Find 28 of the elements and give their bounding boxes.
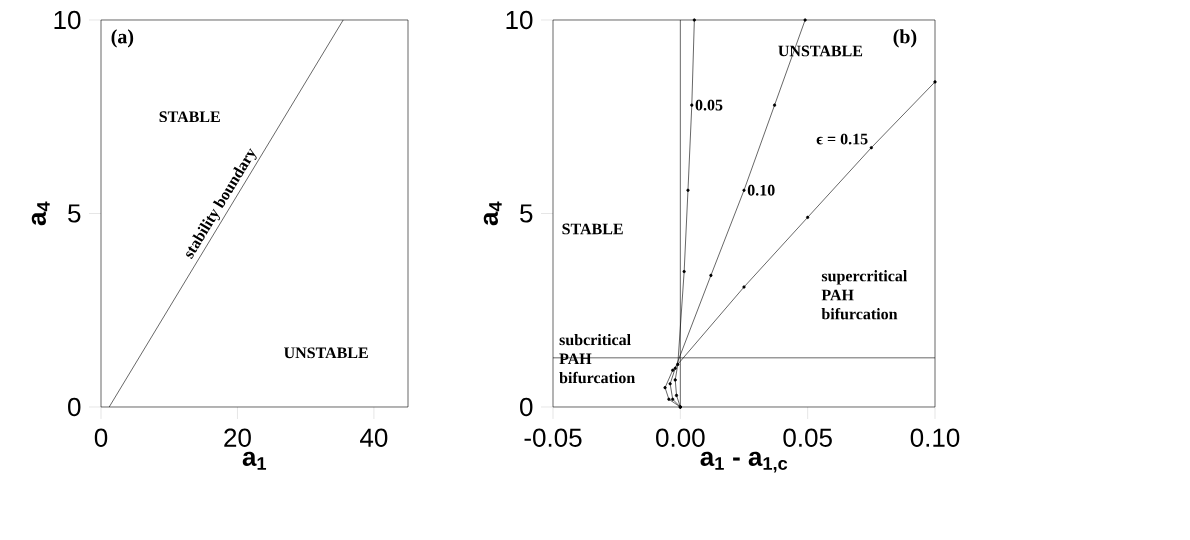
- y-tick-label: 0: [520, 397, 533, 417]
- chart-title: (b): [893, 29, 917, 48]
- x-tick-label: 40: [360, 428, 388, 447]
- annotation: UNSTABLE: [778, 45, 863, 57]
- y-tick-label: 0: [68, 397, 81, 417]
- annotation: supercritical PAH bifurcation: [821, 270, 908, 320]
- x-axis-title: a$_{1}$: [242, 451, 267, 470]
- y-tick-label: 10: [54, 10, 81, 30]
- annotation: STABLE: [562, 223, 623, 235]
- x-axis-title: a$_{1}$ - a$_{1,c}$: [700, 451, 788, 473]
- x-tick-label: 0.10: [910, 428, 960, 447]
- annotation: UNSTABLE: [284, 347, 368, 359]
- chart-title: (a): [111, 29, 134, 48]
- x-tick-label: 20: [224, 428, 251, 447]
- annotation: STABLE: [159, 111, 220, 123]
- y-tick-label: 5: [520, 204, 533, 223]
- series-label: 0.05: [695, 99, 723, 111]
- y-tick-label: 5: [68, 204, 81, 223]
- y-axis-title: a$_{4}$: [31, 201, 50, 226]
- x-tick-label: -0.05: [524, 428, 582, 447]
- x-tick-label: 0.05: [783, 428, 832, 447]
- y-tick-label: 10: [506, 10, 533, 30]
- x-tick-label: 0.00: [656, 428, 705, 447]
- y-axis-title: a$_{4}$: [483, 201, 502, 226]
- series-label: ϵ = 0.15: [816, 133, 868, 145]
- series-label: 0.10: [747, 184, 775, 196]
- annotation: subcritical PAH bifurcation: [559, 333, 636, 384]
- x-tick-label: 0: [94, 428, 108, 447]
